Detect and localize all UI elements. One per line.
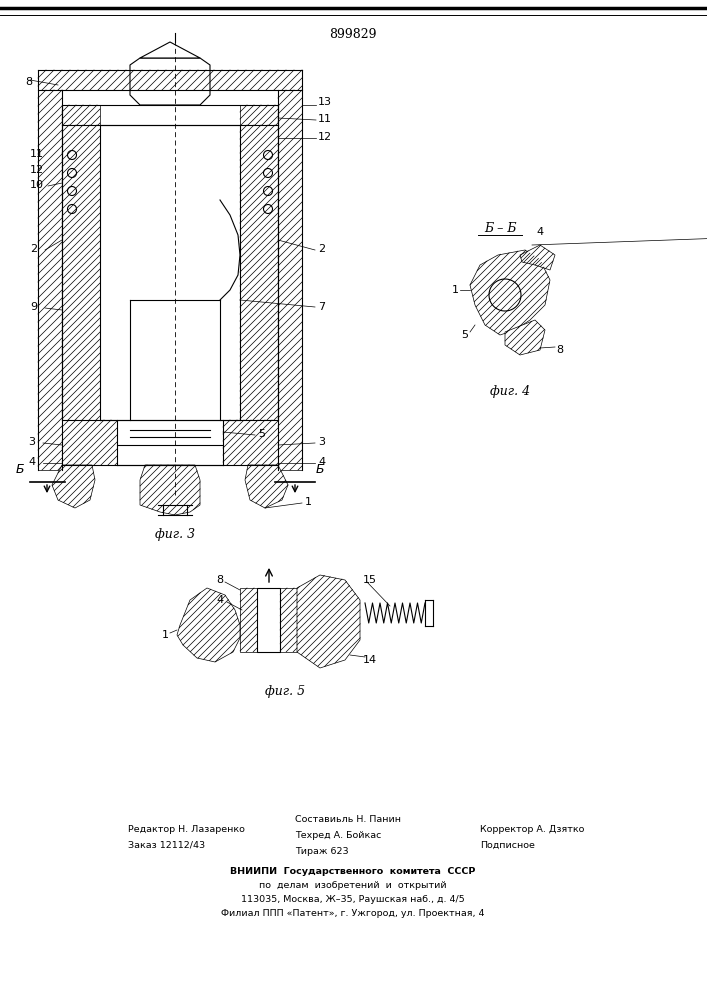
Text: Б: Б bbox=[316, 463, 325, 476]
Text: 5: 5 bbox=[258, 429, 265, 439]
Polygon shape bbox=[140, 42, 200, 58]
Text: фиг. 3: фиг. 3 bbox=[155, 528, 195, 541]
Text: 5: 5 bbox=[462, 330, 469, 340]
Text: 8: 8 bbox=[25, 77, 32, 87]
Polygon shape bbox=[177, 588, 240, 662]
Text: Заказ 12112/43: Заказ 12112/43 bbox=[128, 841, 205, 850]
Text: Составиьль Н. Панин: Составиьль Н. Панин bbox=[295, 815, 401, 824]
Polygon shape bbox=[130, 58, 210, 105]
Polygon shape bbox=[52, 465, 95, 508]
Polygon shape bbox=[520, 245, 555, 270]
Text: 4: 4 bbox=[216, 595, 223, 605]
Text: 11: 11 bbox=[30, 149, 44, 159]
Polygon shape bbox=[280, 588, 297, 652]
Text: 8: 8 bbox=[556, 345, 563, 355]
Text: 1: 1 bbox=[452, 285, 459, 295]
Polygon shape bbox=[140, 465, 200, 515]
Bar bbox=[257, 588, 280, 652]
Polygon shape bbox=[505, 320, 545, 355]
Polygon shape bbox=[470, 250, 550, 335]
Text: фиг. 4: фиг. 4 bbox=[490, 385, 530, 398]
Text: 1: 1 bbox=[305, 497, 312, 507]
Text: Филиал ППП «Патент», г. Ужгород, ул. Проектная, 4: Филиал ППП «Патент», г. Ужгород, ул. Про… bbox=[221, 909, 485, 918]
Polygon shape bbox=[240, 125, 278, 420]
Text: 14: 14 bbox=[363, 655, 377, 665]
Text: Корректор А. Дзятко: Корректор А. Дзятко bbox=[480, 825, 585, 834]
Text: 15: 15 bbox=[363, 575, 377, 585]
Text: 4: 4 bbox=[28, 457, 35, 467]
Text: 4: 4 bbox=[537, 227, 544, 237]
Text: 3: 3 bbox=[318, 437, 325, 447]
Text: Техред А. Бойкас: Техред А. Бойкас bbox=[295, 831, 381, 840]
Polygon shape bbox=[38, 70, 302, 90]
Text: 2: 2 bbox=[318, 244, 325, 254]
Text: фиг. 5: фиг. 5 bbox=[265, 685, 305, 698]
Polygon shape bbox=[489, 279, 521, 311]
Polygon shape bbox=[38, 90, 62, 470]
Polygon shape bbox=[62, 125, 100, 420]
Text: 1: 1 bbox=[161, 630, 168, 640]
Polygon shape bbox=[240, 588, 257, 652]
Text: Редактор Н. Лазаренко: Редактор Н. Лазаренко bbox=[128, 825, 245, 834]
Text: 8: 8 bbox=[216, 575, 223, 585]
Text: 13: 13 bbox=[318, 97, 332, 107]
Text: 9: 9 bbox=[30, 302, 37, 312]
Text: ВНИИПИ  Государственного  комитета  СССР: ВНИИПИ Государственного комитета СССР bbox=[230, 867, 476, 876]
Text: 2: 2 bbox=[30, 244, 37, 254]
Polygon shape bbox=[240, 105, 278, 125]
Polygon shape bbox=[62, 420, 117, 465]
Text: 3: 3 bbox=[28, 437, 35, 447]
Text: 7: 7 bbox=[318, 302, 325, 312]
Text: Б – Б: Б – Б bbox=[484, 222, 516, 235]
Text: 4: 4 bbox=[318, 457, 325, 467]
Text: 12: 12 bbox=[318, 132, 332, 142]
Text: по  делам  изобретений  и  открытий: по делам изобретений и открытий bbox=[259, 881, 447, 890]
Polygon shape bbox=[297, 575, 360, 668]
Polygon shape bbox=[278, 90, 302, 470]
Text: 10: 10 bbox=[30, 180, 44, 190]
Text: 12: 12 bbox=[30, 165, 44, 175]
Polygon shape bbox=[62, 105, 100, 125]
Text: 11: 11 bbox=[318, 114, 332, 124]
Text: Тираж 623: Тираж 623 bbox=[295, 847, 349, 856]
Text: Б: Б bbox=[16, 463, 24, 476]
Text: Подписное: Подписное bbox=[480, 841, 535, 850]
Text: 113035, Москва, Ж–35, Раушская наб., д. 4/5: 113035, Москва, Ж–35, Раушская наб., д. … bbox=[241, 895, 465, 904]
Polygon shape bbox=[223, 420, 278, 465]
Text: 899829: 899829 bbox=[329, 28, 377, 41]
Polygon shape bbox=[245, 465, 288, 508]
